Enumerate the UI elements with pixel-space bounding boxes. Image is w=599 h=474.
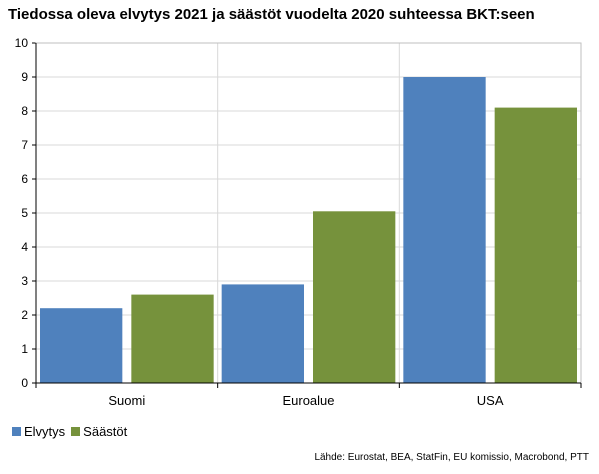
y-tick-label: 6 [21, 172, 28, 186]
y-tick-labels: 0 1 2 3 4 5 6 7 8 9 10 [15, 36, 29, 390]
chart-title: Tiedossa oleva elvytys 2021 ja säästöt v… [8, 6, 535, 23]
legend-item-saastot: Säästöt [71, 424, 127, 439]
y-tick-label: 0 [21, 376, 28, 390]
legend: Elvytys Säästöt [12, 424, 133, 439]
y-tick-label: 5 [21, 206, 28, 220]
bar-elvytys-usa [403, 77, 486, 383]
bar-sstt-euroalue [313, 211, 396, 383]
x-tick-labels: Suomi Euroalue USA [108, 393, 503, 408]
y-tick-label: 8 [21, 104, 28, 118]
legend-swatch-elvytys [12, 427, 21, 436]
bar-elvytys-euroalue [221, 284, 304, 383]
bar-sstt-suomi [131, 294, 214, 383]
y-tick-label: 2 [21, 308, 28, 322]
y-tick-label: 7 [21, 138, 28, 152]
legend-label-elvytys: Elvytys [24, 424, 66, 439]
x-tick-label: Euroalue [282, 393, 334, 408]
x-tick-label: USA [477, 393, 504, 408]
source-note: Lähde: Eurostat, BEA, StatFin, EU komiss… [314, 452, 589, 463]
legend-item-elvytys: Elvytys [12, 424, 65, 439]
axes [32, 42, 582, 388]
y-tick-label: 4 [21, 240, 28, 254]
y-tick-label: 9 [21, 70, 28, 84]
bars [40, 77, 577, 383]
bar-elvytys-suomi [40, 308, 123, 383]
y-tick-label: 3 [21, 274, 28, 288]
legend-swatch-saastot [71, 427, 81, 436]
x-tick-label: Suomi [108, 393, 145, 408]
legend-label-saastot: Säästöt [83, 424, 128, 439]
bar-sstt-usa [494, 107, 577, 383]
y-tick-label: 10 [15, 36, 29, 50]
y-tick-label: 1 [21, 342, 28, 356]
